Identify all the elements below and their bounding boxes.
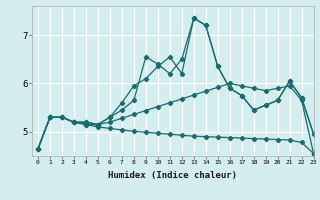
X-axis label: Humidex (Indice chaleur): Humidex (Indice chaleur): [108, 171, 237, 180]
